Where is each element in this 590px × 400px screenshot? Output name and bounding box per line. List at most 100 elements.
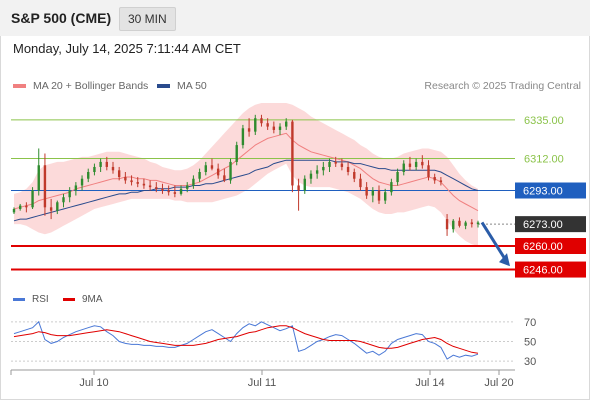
candle-body [421, 161, 424, 166]
candle-body [74, 185, 78, 191]
candle [285, 118, 288, 130]
candle [117, 166, 121, 181]
candle [192, 175, 195, 189]
ma50-swatch [157, 84, 170, 88]
candle-body [390, 182, 393, 193]
candle-body [334, 161, 337, 164]
candle [173, 185, 177, 198]
x-tick-label: Jul 11 [248, 377, 277, 389]
candle [309, 170, 313, 184]
candle-body [291, 121, 294, 186]
candle [18, 203, 22, 211]
candle-body [396, 172, 399, 183]
candle [136, 177, 139, 188]
candle-body [161, 188, 164, 191]
candle-body [80, 178, 84, 186]
legend-bollinger: MA 20 + Bollinger Bands [13, 80, 148, 92]
candle-body [210, 165, 214, 169]
candle-body [340, 163, 344, 167]
candle [433, 173, 436, 184]
candle [340, 158, 344, 171]
candle [12, 207, 16, 215]
candle-body [452, 220, 455, 230]
candle-body [37, 165, 40, 191]
candle-body [198, 172, 201, 179]
candle [142, 178, 146, 189]
candle-body [43, 165, 47, 208]
rsi-ma9-line [13, 325, 479, 354]
candle-body [371, 190, 375, 196]
candle-body [402, 163, 405, 172]
candle [148, 180, 152, 191]
candle [458, 217, 461, 228]
candle-body [62, 197, 65, 203]
candle [365, 182, 368, 199]
forecast-arrow-shaft [480, 221, 509, 263]
candle [179, 185, 183, 196]
ma50-label: MA 50 [177, 80, 207, 92]
candle-body [204, 165, 207, 172]
candle-body [148, 185, 152, 188]
bollinger-label: MA 20 + Bollinger Bands [33, 80, 149, 92]
candle-body [297, 185, 300, 191]
candle-body [12, 209, 16, 213]
candle [390, 178, 393, 196]
candle-body [117, 170, 121, 178]
candle-body [445, 219, 449, 230]
candle [74, 182, 78, 196]
candle [241, 124, 245, 149]
candle [384, 188, 387, 204]
candle [124, 172, 127, 184]
ma9-swatch [63, 298, 75, 301]
candle [260, 114, 263, 127]
candle [167, 185, 170, 196]
candle [303, 175, 306, 194]
candle [371, 187, 375, 203]
candle-body [87, 172, 90, 179]
candle [396, 168, 399, 186]
candle [377, 185, 381, 204]
candle-body [25, 205, 28, 208]
candle [346, 161, 350, 176]
rsi-tick-label: 50 [524, 336, 536, 348]
x-tick-label: Jul 20 [484, 377, 513, 389]
candle-body [229, 161, 232, 181]
candle [155, 182, 158, 193]
candle [62, 193, 65, 208]
candle-body [142, 183, 146, 186]
level-label: 6293.00 [523, 186, 563, 198]
candle [266, 118, 269, 130]
candle-body [353, 172, 356, 179]
candle-body [136, 182, 139, 184]
header-bar: S&P 500 (CME) 30 MIN [0, 0, 590, 36]
level-tag [515, 216, 586, 233]
candle-body [427, 165, 430, 178]
candle-body [476, 222, 480, 225]
candle-body [365, 187, 368, 196]
candle-body [470, 222, 474, 225]
candle [445, 214, 449, 236]
level-label: 6246.00 [523, 265, 563, 277]
candle-body [254, 118, 257, 132]
candle-body [216, 168, 220, 176]
candle-body [235, 145, 238, 162]
rsi-label: RSI [32, 294, 49, 305]
candle [68, 187, 71, 203]
candle-body [384, 192, 387, 201]
candle-body [179, 188, 183, 194]
timeframe-button[interactable]: 30 MIN [119, 7, 176, 31]
candle-body [124, 177, 127, 181]
candle-body [266, 123, 269, 127]
candle [87, 168, 90, 183]
candle-body [439, 180, 443, 183]
candle-body [111, 166, 115, 171]
candle [291, 119, 294, 193]
candle [254, 114, 257, 135]
candle-body [173, 192, 177, 194]
level-label: 6312.00 [524, 154, 564, 166]
x-tick-label: Jul 10 [79, 377, 108, 389]
candle [297, 178, 300, 211]
candle-body [223, 175, 226, 181]
candle-body [18, 205, 22, 209]
candle [25, 202, 28, 213]
